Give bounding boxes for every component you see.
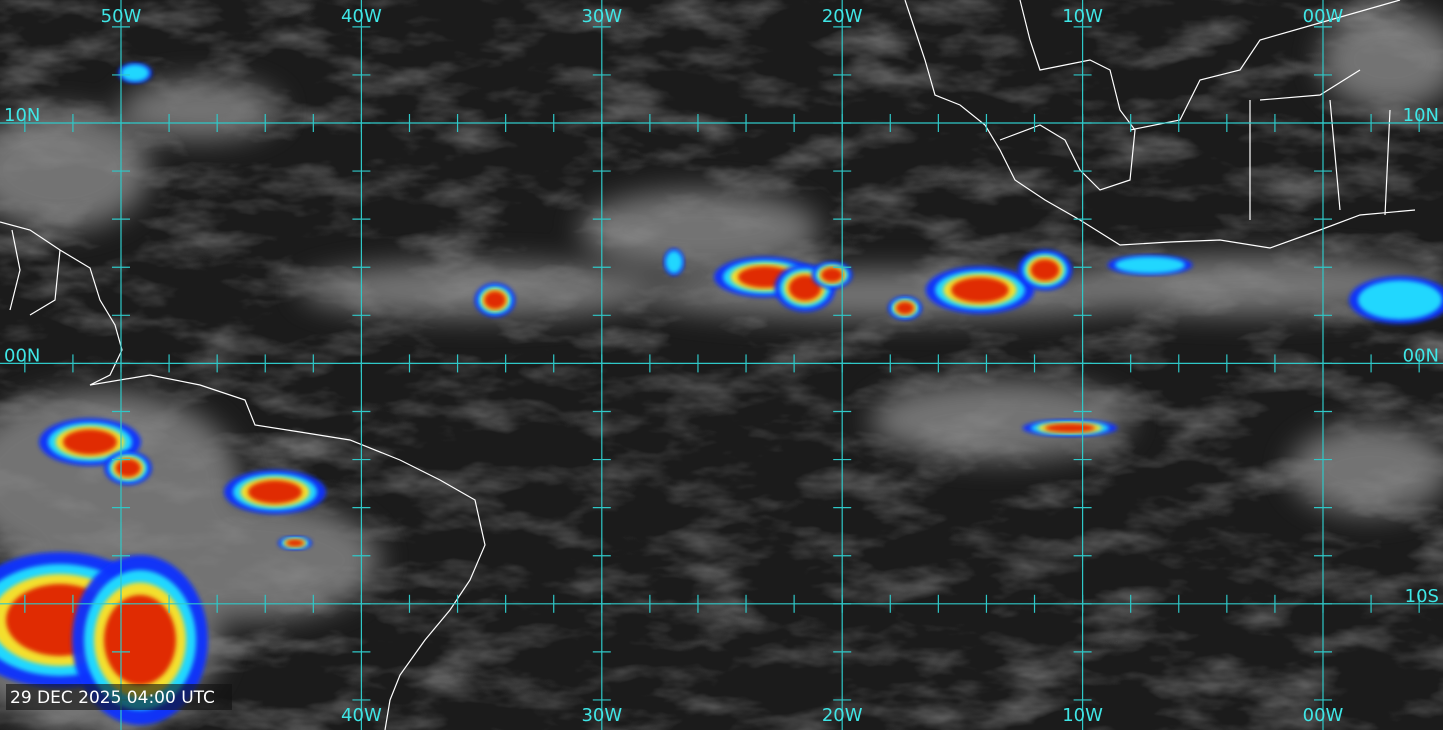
cell xyxy=(821,267,843,283)
cell xyxy=(951,277,1009,303)
lon-label: 00W xyxy=(1303,705,1344,726)
cell xyxy=(115,459,141,477)
lon-label: 30W xyxy=(581,705,622,726)
cell xyxy=(896,301,914,315)
convection xyxy=(0,62,1443,725)
lat-label: 00N xyxy=(1403,345,1439,366)
cell xyxy=(63,429,117,455)
lon-label: 00W xyxy=(1303,6,1344,27)
cell xyxy=(788,275,822,301)
cell xyxy=(484,291,506,309)
cell xyxy=(1030,259,1060,281)
lon-label: 20W xyxy=(822,705,863,726)
cell xyxy=(1044,423,1096,433)
cell xyxy=(248,480,302,504)
lon-label: 10W xyxy=(1062,6,1103,27)
lon-label: 40W xyxy=(341,705,382,726)
cell xyxy=(1358,280,1442,320)
lon-label: 10W xyxy=(1062,705,1103,726)
lon-label: 30W xyxy=(581,6,622,27)
cell xyxy=(286,539,304,547)
lon-label: 50W xyxy=(101,6,142,27)
timestamp: 29 DEC 2025 04:00 UTC xyxy=(10,688,215,708)
lat-label: 00N xyxy=(4,345,40,366)
cell xyxy=(1115,256,1185,274)
lat-label: 10N xyxy=(1403,105,1439,126)
lon-label: 20W xyxy=(822,6,863,27)
cell xyxy=(665,250,683,274)
labels: 50W 40W 30W 20W 10W 00W 40W 30W 20W 10W 00W 10N 00N 1… xyxy=(4,6,1439,726)
lat-label: 10N xyxy=(4,105,40,126)
cell xyxy=(104,595,176,685)
stamp-bg xyxy=(6,684,232,710)
cell xyxy=(121,64,149,82)
lat-label: 10S xyxy=(1405,586,1439,607)
lon-label: 40W xyxy=(341,6,382,27)
